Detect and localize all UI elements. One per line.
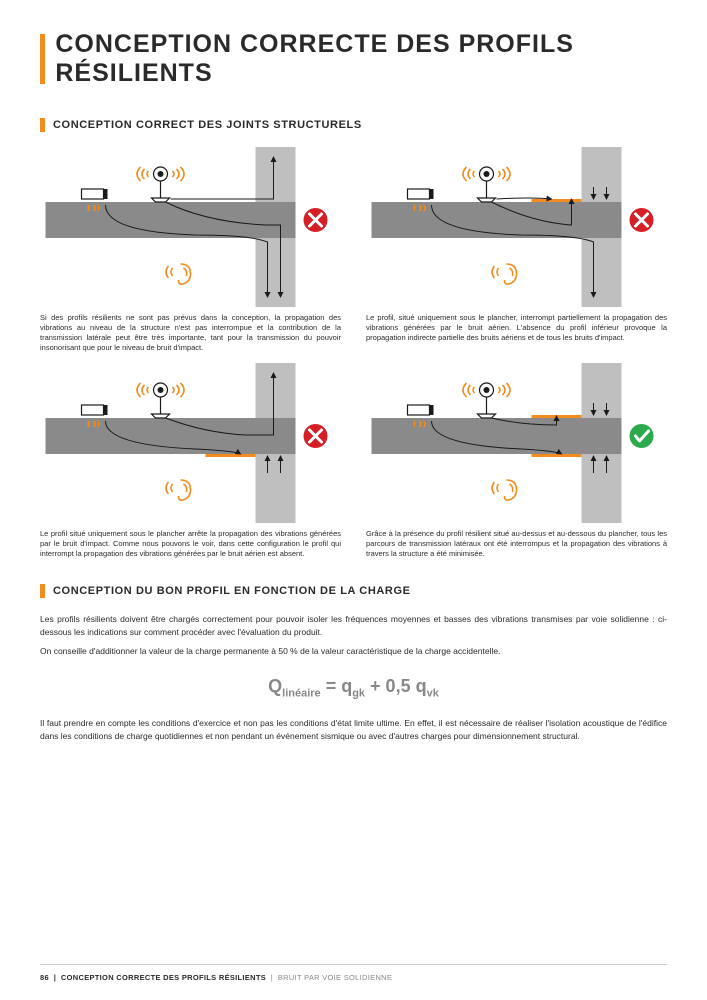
footer-page: 86 (40, 973, 49, 982)
diagram-3 (40, 363, 341, 523)
formula: Qlinéaire = qgk + 0,5 qvk (40, 676, 667, 700)
page-title: CONCEPTION CORRECTE DES PROFILS RÉSILIEN… (55, 30, 667, 88)
formula-Qsub: linéaire (282, 687, 321, 699)
section-2-p1: Les profils résilients doivent être char… (40, 613, 667, 639)
diagram-4-caption: Grâce à la présence du profil résilient … (366, 529, 667, 559)
section-1-title: CONCEPTION CORRECT DES JOINTS STRUCTUREL… (53, 119, 362, 131)
section-2-heading: CONCEPTION DU BON PROFIL EN FONCTION DE … (40, 584, 667, 598)
footer-t2: BRUIT PAR VOIE SOLIDIENNE (278, 973, 392, 982)
diagram-cell-1: Si des profils résilients ne sont pas pr… (40, 147, 341, 354)
formula-plus: + 0,5 q (365, 676, 427, 696)
diagram-cell-4: Grâce à la présence du profil résilient … (366, 363, 667, 559)
footer-t1: CONCEPTION CORRECTE DES PROFILS RÉSILIEN… (61, 973, 266, 982)
diagram-4 (366, 363, 667, 523)
formula-eq: = q (321, 676, 353, 696)
section-accent-bar (40, 584, 45, 598)
section-2-p2: On conseille d'additionner la valeur de … (40, 645, 667, 658)
formula-vk: vk (427, 687, 439, 699)
formula-gk: gk (352, 687, 365, 699)
page-title-block: CONCEPTION CORRECTE DES PROFILS RÉSILIEN… (40, 30, 667, 88)
section-2-p3: Il faut prendre en compte les conditions… (40, 717, 667, 743)
diagram-cell-2: Le profil, situé uniquement sous le plan… (366, 147, 667, 354)
diagram-2-caption: Le profil, situé uniquement sous le plan… (366, 313, 667, 343)
formula-Q: Q (268, 676, 282, 696)
section-accent-bar (40, 118, 45, 132)
diagram-3-caption: Le profil situé uniquement sous le planc… (40, 529, 341, 559)
diagram-1-caption: Si des profils résilients ne sont pas pr… (40, 313, 341, 354)
page-footer: 86 | CONCEPTION CORRECTE DES PROFILS RÉS… (40, 973, 392, 982)
section-1-heading: CONCEPTION CORRECT DES JOINTS STRUCTUREL… (40, 118, 667, 132)
section-2-body-2: Il faut prendre en compte les conditions… (40, 717, 667, 743)
diagram-grid: Si des profils résilients ne sont pas pr… (40, 147, 667, 560)
footer-divider (40, 964, 667, 965)
diagram-2 (366, 147, 667, 307)
diagram-cell-3: Le profil situé uniquement sous le planc… (40, 363, 341, 559)
section-2-title: CONCEPTION DU BON PROFIL EN FONCTION DE … (53, 585, 411, 597)
diagram-1 (40, 147, 341, 307)
section-2-body: Les profils résilients doivent être char… (40, 613, 667, 657)
title-accent-bar (40, 34, 45, 84)
